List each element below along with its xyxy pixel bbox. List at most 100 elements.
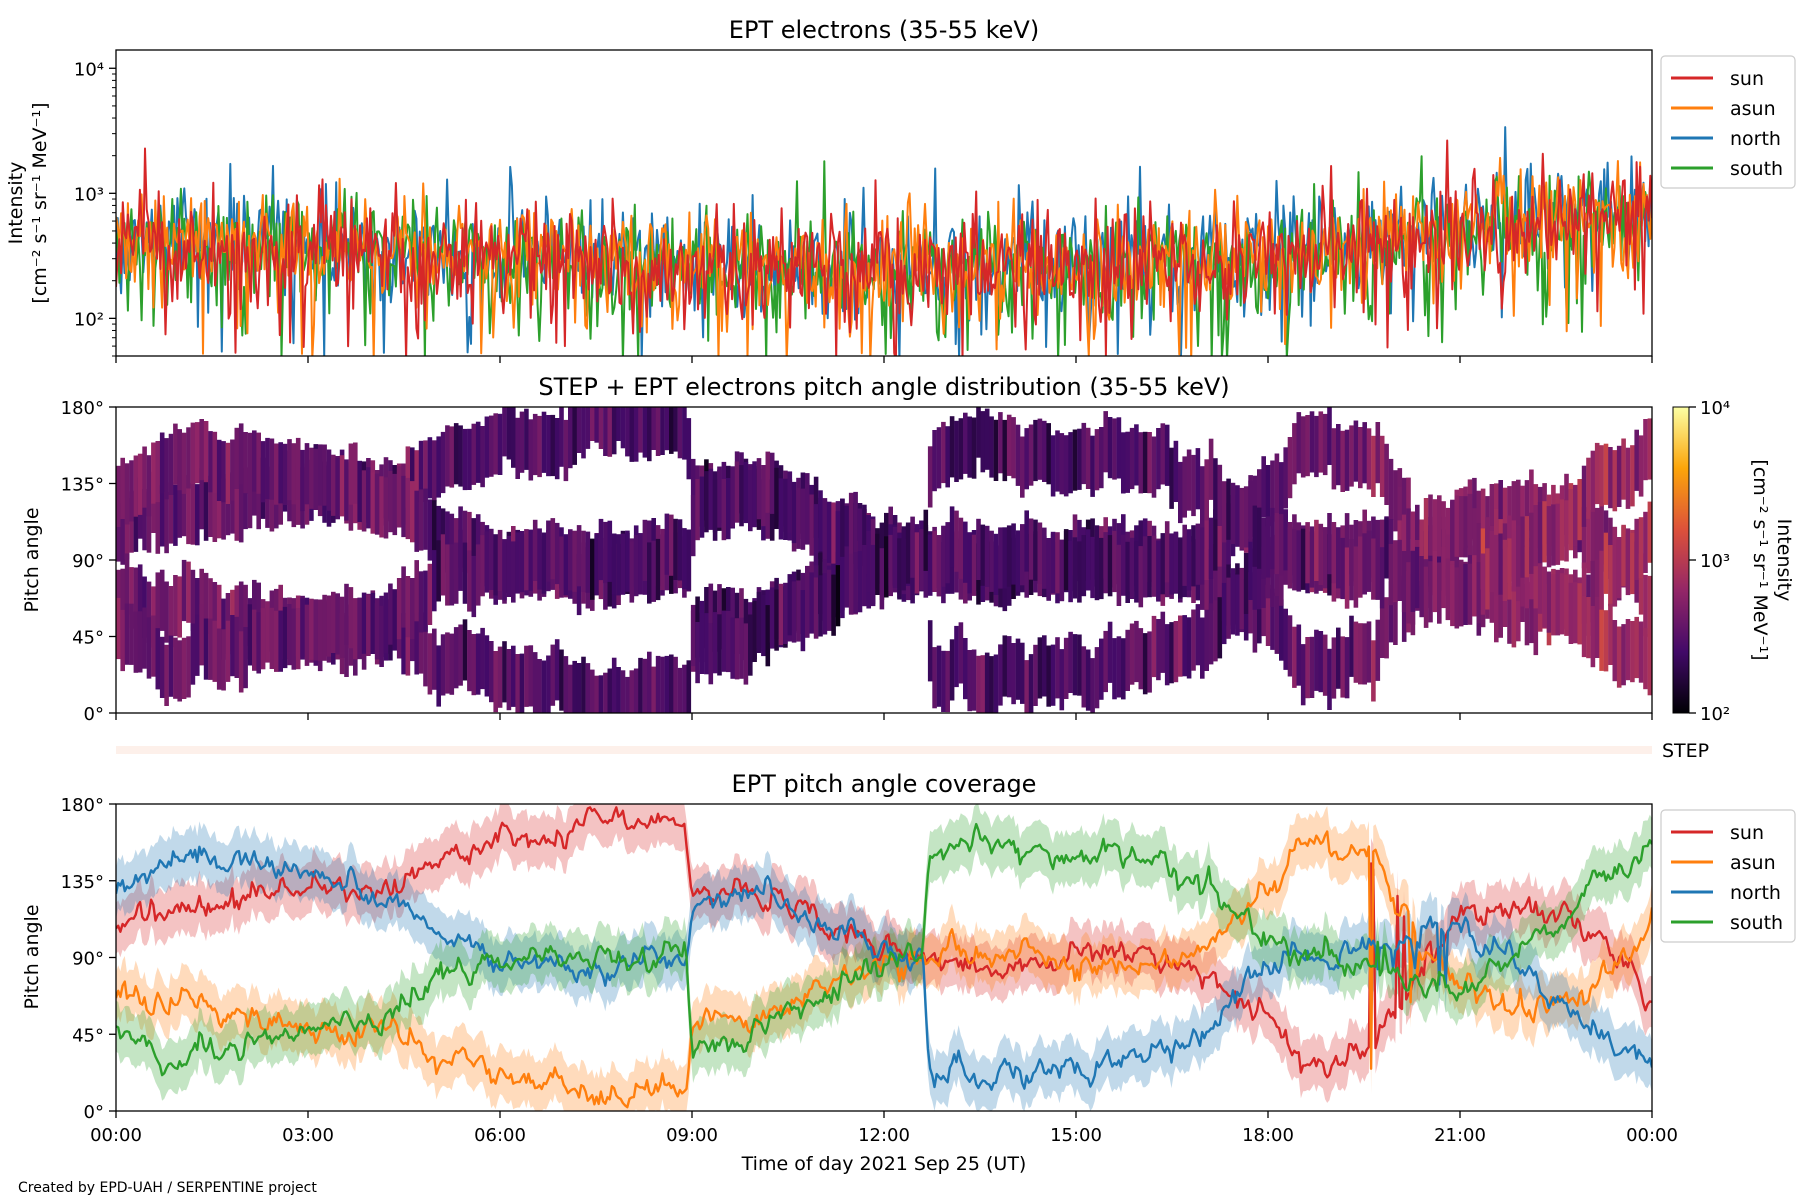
pad-cell-south (1050, 435, 1056, 497)
pad-cell-south (778, 583, 784, 645)
pad-cell-asun (1349, 425, 1354, 487)
pad-cell-asun (1423, 531, 1429, 593)
pad-cell-asun (1024, 510, 1029, 572)
pad-cell-asun (1006, 525, 1012, 587)
pad-cell-asun (949, 506, 955, 568)
pad-cell-sun (1208, 549, 1214, 611)
pad-cell-asun (449, 633, 455, 695)
pad-cell-north (238, 423, 244, 485)
pad-cell-south (730, 617, 735, 679)
pad-cell-sun (642, 407, 648, 458)
pad-cell-asun (1063, 529, 1069, 591)
pad-cell-south (528, 529, 534, 591)
pad-cell-south (252, 609, 257, 671)
pad-cell-north (151, 442, 156, 504)
pad-cell-south (1568, 489, 1574, 551)
pad-cell-south (221, 629, 226, 691)
pad-cell-north (818, 490, 823, 552)
pad-cell-north (309, 447, 314, 509)
pad-cell-sun (1248, 572, 1253, 634)
pad-cell-south (1621, 438, 1626, 500)
pad-cell-south (1112, 418, 1117, 480)
pad-cell-north (945, 650, 950, 713)
pad-cell-asun (493, 651, 498, 713)
pad-cell-asun (1437, 530, 1442, 592)
pad-cell-sun (1371, 435, 1376, 497)
pad-cell-south (1511, 530, 1517, 592)
y-tick-label: 90° (72, 551, 104, 572)
pad-cell-north (116, 465, 121, 527)
pad-cell-asun (1094, 539, 1100, 601)
pad-cell-north (936, 645, 942, 707)
pad-cell-sun (1296, 624, 1302, 686)
legend-label-south: south (1730, 158, 1783, 180)
pad-cell-sun (1292, 626, 1297, 688)
pad-cell-south (348, 587, 354, 649)
pad-cell-north (252, 430, 257, 492)
pad-cell-north (295, 437, 301, 500)
legend-label-north: north (1730, 882, 1781, 904)
pad-cell-north (1542, 566, 1547, 628)
pad-cell-south (572, 530, 577, 592)
pad-cell-sun (462, 428, 468, 491)
pad-cell-asun (1261, 456, 1266, 518)
pad-cell-north (963, 638, 968, 700)
pad-cell-south (243, 627, 248, 689)
pad-cell-south (655, 538, 661, 601)
pad-cell-south (1581, 465, 1587, 527)
pad-cell-north (1454, 495, 1460, 557)
pad-cell-north (1020, 642, 1025, 704)
pad-cell-sun (550, 414, 556, 477)
pad-cell-south (1625, 447, 1631, 509)
pad-cell-south (581, 530, 586, 592)
pad-cell-north (1208, 603, 1214, 665)
pad-cell-north (1090, 658, 1095, 713)
pad-cell-south (1279, 514, 1284, 576)
pad-cell-south (748, 614, 753, 676)
pad-cell-sun (1480, 488, 1486, 550)
pad-cell-north (765, 451, 771, 513)
pad-cell-north (1059, 649, 1065, 711)
pad-cell-sun (1358, 623, 1363, 685)
pad-cell-south (1309, 526, 1315, 588)
pad-cell-south (704, 613, 709, 675)
pad-cell-north (1221, 582, 1227, 645)
pad-cell-south (392, 589, 398, 651)
pad-cell-south (844, 546, 850, 608)
pad-cell-asun (1388, 458, 1394, 521)
pad-cell-asun (471, 634, 477, 696)
pad-cell-south (1331, 522, 1337, 584)
pad-cell-asun (1191, 525, 1196, 587)
pad-cell-south (629, 541, 635, 603)
pad-cell-north (1577, 583, 1582, 645)
pad-cell-asun (998, 527, 1003, 589)
pad-cell-asun (638, 657, 643, 713)
pad-cell-north (1015, 638, 1021, 700)
pad-cell-south (383, 592, 389, 654)
pad-cell-north (1638, 621, 1644, 683)
pad-cell-south (848, 553, 854, 615)
pad-cell-asun (1050, 531, 1056, 593)
pad-cell-south (177, 640, 182, 702)
pad-cell-south (212, 620, 218, 682)
pad-cell-sun (1362, 623, 1367, 685)
y-tick-label: 135° (61, 475, 104, 496)
pad-cell-sun (576, 407, 582, 453)
colorbar: 10² 10³ 10⁴ Intensity [cm⁻² s⁻¹ sr⁻¹ MeV⁻¹… (1672, 398, 1795, 725)
pad-cell-asun (1511, 586, 1517, 648)
pad-cell-south (712, 612, 718, 674)
pad-cell-asun (1529, 581, 1534, 644)
pad-cell-south (432, 550, 437, 612)
pad-cell-asun (1300, 416, 1306, 478)
pad-cell-asun (669, 654, 674, 713)
pad-cell-south (1121, 432, 1126, 494)
pad-cell-south (682, 528, 687, 590)
pad-cell-south (142, 607, 147, 669)
pad-cell-sun (559, 407, 564, 467)
pad-cell-south (1415, 546, 1420, 609)
pad-cell-south (1428, 561, 1433, 623)
pad-cell-asun (1362, 422, 1367, 484)
pad-cell-south (1419, 556, 1424, 618)
x-tick-label: 12:00 (858, 1125, 910, 1146)
pad-cell-north (976, 655, 981, 713)
